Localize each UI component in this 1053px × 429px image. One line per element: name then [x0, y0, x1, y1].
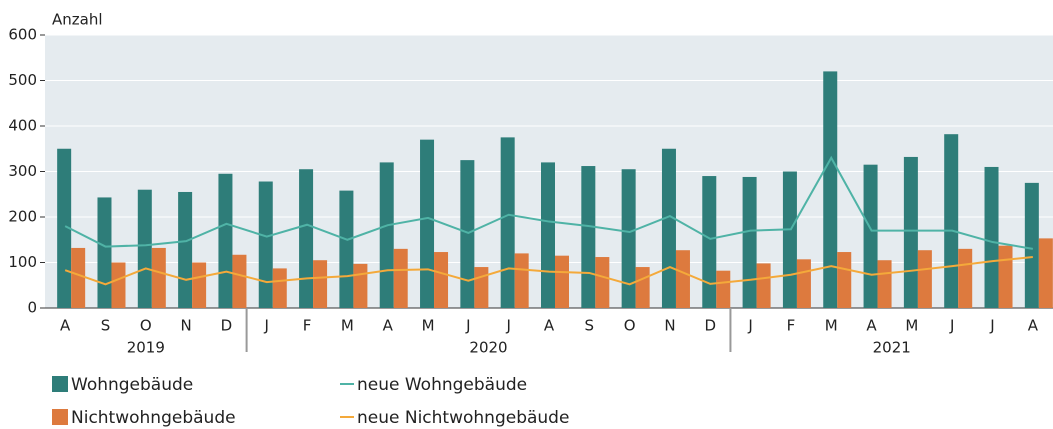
bar — [958, 248, 973, 308]
bar — [379, 162, 394, 308]
y-tick-label: 200 — [8, 208, 37, 226]
bar — [702, 176, 717, 308]
bar — [903, 156, 918, 308]
y-tick-label: 400 — [8, 117, 37, 135]
x-tick-label: F — [303, 317, 312, 335]
legend-label: Wohngebäude — [71, 375, 193, 395]
x-tick-label: A — [866, 317, 877, 335]
bar — [474, 267, 489, 308]
bar — [339, 190, 354, 308]
legend-swatch — [52, 409, 68, 425]
bar — [258, 181, 273, 308]
bar — [742, 176, 757, 308]
bar — [756, 263, 771, 308]
bar — [137, 189, 152, 308]
x-tick-label: J — [465, 317, 470, 335]
bar — [178, 191, 193, 308]
year-label: 2021 — [873, 339, 911, 357]
bar — [232, 254, 247, 308]
x-tick-label: A — [60, 317, 71, 335]
x-tick-label: N — [664, 317, 675, 335]
bar — [393, 248, 408, 308]
bar — [420, 139, 435, 308]
x-tick-label: J — [949, 317, 954, 335]
bar — [863, 164, 878, 308]
bar — [823, 71, 838, 309]
bar — [514, 253, 529, 308]
bar — [111, 262, 126, 308]
x-tick-label: M — [422, 317, 435, 335]
bar — [434, 252, 449, 308]
year-label: 2019 — [127, 339, 165, 357]
bar — [796, 259, 811, 308]
bar — [313, 260, 328, 308]
legend-label: neue Wohngebäude — [357, 375, 527, 395]
bar — [1038, 238, 1053, 308]
bar — [661, 148, 676, 308]
x-tick-label: M — [341, 317, 354, 335]
bar — [837, 252, 852, 308]
x-tick-label: A — [1028, 317, 1039, 335]
bar — [716, 270, 731, 308]
y-axis-label: Anzahl — [52, 11, 103, 29]
bar — [877, 260, 892, 308]
bar — [782, 171, 797, 308]
line — [64, 155, 1034, 250]
x-tick-label: J — [747, 317, 752, 335]
year-label: 2020 — [469, 339, 507, 357]
bar — [984, 166, 999, 308]
bar — [192, 262, 207, 308]
bar — [998, 245, 1013, 308]
bar — [299, 169, 314, 308]
x-tick-label: J — [505, 317, 510, 335]
line — [64, 256, 1033, 286]
x-tick-label: F — [787, 317, 796, 335]
bar — [595, 257, 610, 308]
x-tick-label: S — [101, 317, 111, 335]
x-tick-label: J — [264, 317, 269, 335]
bar — [675, 250, 690, 308]
y-tick-label: 300 — [8, 162, 37, 180]
x-tick-label: A — [383, 317, 394, 335]
bar — [460, 160, 475, 308]
x-tick-label: D — [704, 317, 716, 335]
bar — [97, 197, 112, 308]
legend-swatch — [52, 376, 68, 392]
legend-label: neue Nichtwohngebäude — [357, 408, 569, 428]
x-tick-label: S — [585, 317, 595, 335]
x-tick-label: D — [221, 317, 233, 335]
bar — [635, 267, 650, 308]
y-tick-label: 0 — [27, 299, 37, 317]
bar — [151, 247, 166, 308]
x-tick-label: O — [140, 317, 152, 335]
bar — [541, 162, 555, 308]
bar — [272, 268, 287, 308]
y-tick-label: 600 — [8, 26, 37, 44]
bar — [57, 148, 72, 308]
x-tick-label: J — [989, 317, 994, 335]
y-tick-label: 100 — [8, 253, 37, 271]
x-tick-label: N — [181, 317, 192, 335]
bar — [944, 134, 959, 308]
x-tick-label: M — [905, 317, 918, 335]
bar — [500, 137, 515, 308]
legend-label: Nichtwohngebäude — [71, 408, 236, 428]
bar — [917, 250, 932, 308]
bar — [1024, 182, 1039, 308]
bar — [353, 263, 368, 308]
bar — [581, 166, 596, 308]
x-tick-label: A — [544, 317, 555, 335]
bar — [621, 169, 636, 308]
y-tick-label: 500 — [8, 71, 37, 89]
x-tick-label: O — [624, 317, 636, 335]
bar — [218, 173, 233, 308]
x-tick-label: M — [825, 317, 838, 335]
bar — [71, 247, 86, 308]
bar — [555, 255, 569, 308]
